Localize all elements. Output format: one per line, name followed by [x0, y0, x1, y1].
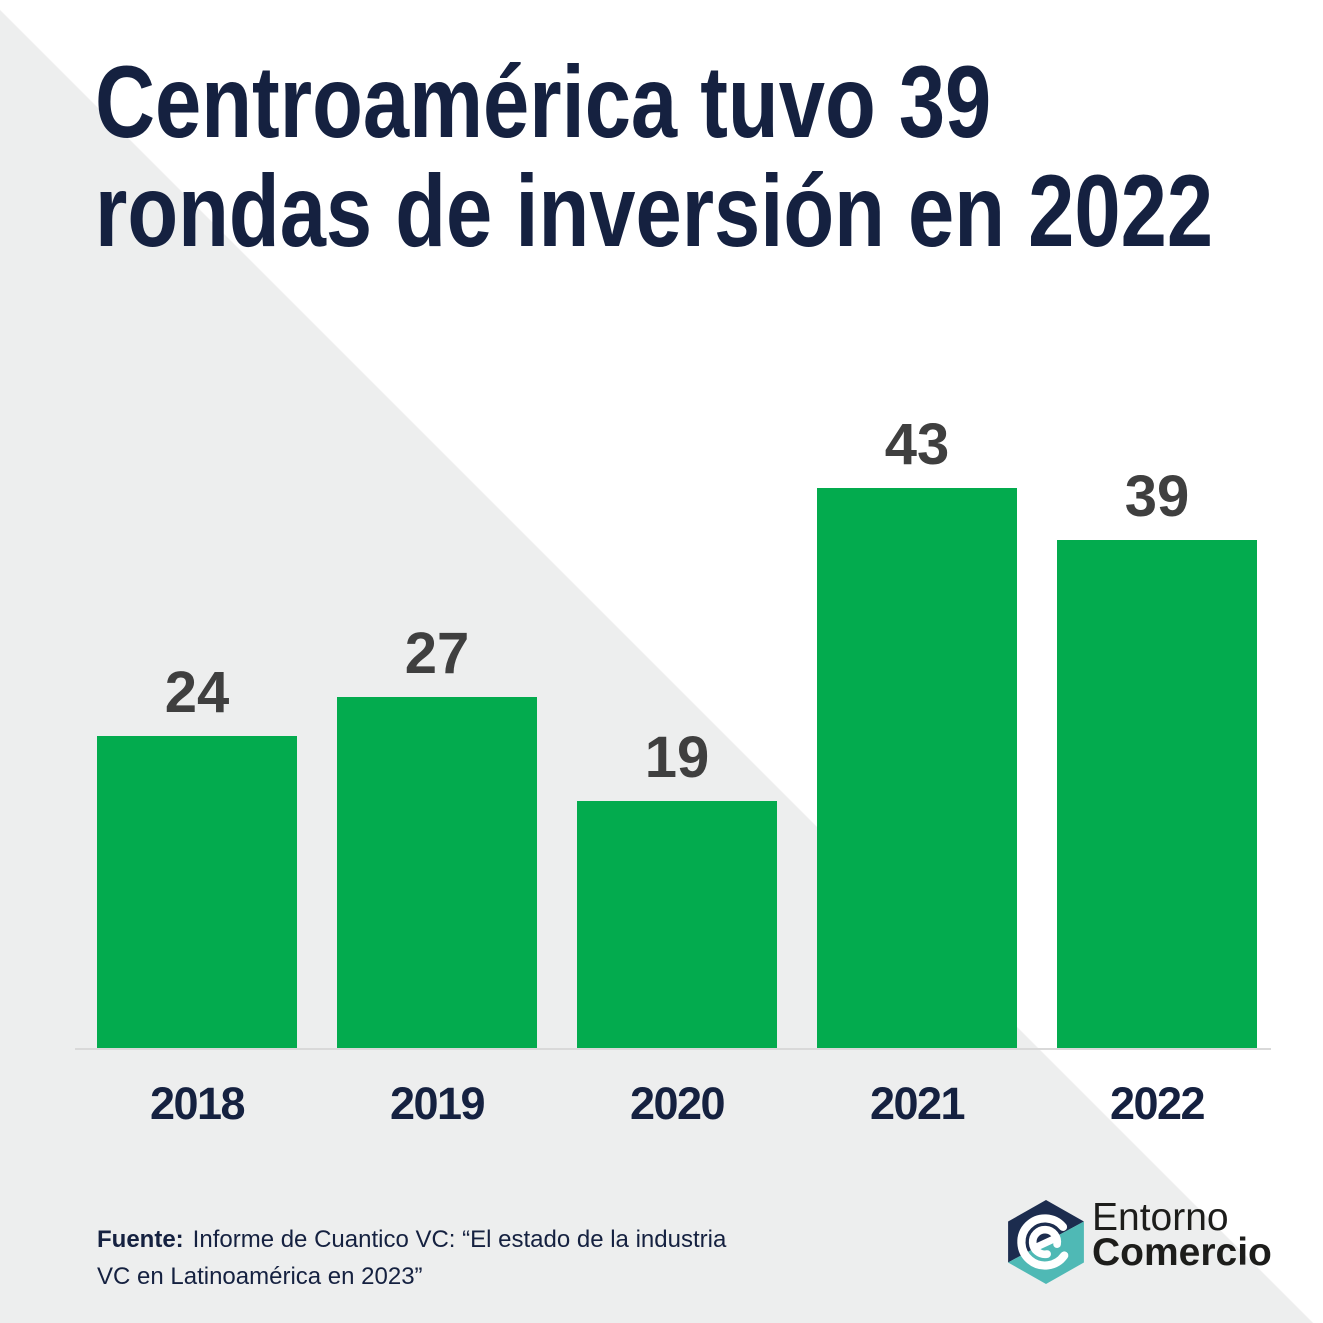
- hexagon-logo-icon: [1008, 1200, 1084, 1284]
- value-label-2019: 27: [404, 621, 470, 686]
- logo-outer-c: [1017, 1214, 1069, 1270]
- value-label-2018: 24: [164, 660, 230, 725]
- bar-2020: [577, 801, 777, 1049]
- year-label-2021: 2021: [869, 1078, 966, 1129]
- bar-2022: [1057, 540, 1257, 1049]
- logo-wordmark-line1: Entorno: [1092, 1196, 1229, 1239]
- source-note-line2: VC en Latinoamérica en 2023”: [97, 1263, 423, 1290]
- page-title-line2: rondas de inversión en 2022: [95, 154, 1214, 268]
- bar-2018: [97, 736, 297, 1049]
- value-label-2021: 43: [884, 412, 950, 477]
- logo-wordmark-line2: Comercio: [1092, 1231, 1272, 1274]
- page-title: Centroamérica tuvo 39 rondas de inversió…: [95, 48, 1213, 266]
- logo-e-crossbar: [1031, 1234, 1059, 1252]
- page-title-line1: Centroamérica tuvo 39: [95, 45, 992, 159]
- source-text-line1: Informe de Cuantico VC: “El estado de la…: [192, 1226, 727, 1253]
- value-label-2020: 19: [644, 725, 710, 790]
- entorno-comercio-logo-icon: [1008, 1200, 1084, 1289]
- value-label-2022: 39: [1124, 464, 1190, 529]
- year-label-2020: 2020: [629, 1078, 726, 1129]
- source-label: Fuente:: [97, 1226, 184, 1253]
- source-note: Fuente: Informe de Cuantico VC: “El estad…: [97, 1221, 726, 1295]
- year-label-2018: 2018: [149, 1078, 246, 1129]
- bar-2021: [817, 488, 1017, 1049]
- x-axis-line: [75, 1048, 1271, 1050]
- year-label-2022: 2022: [1109, 1078, 1206, 1129]
- bar-2019: [337, 697, 537, 1049]
- year-label-2019: 2019: [389, 1078, 486, 1129]
- source-note-line1: Fuente: Informe de Cuantico VC: “El estad…: [97, 1221, 726, 1258]
